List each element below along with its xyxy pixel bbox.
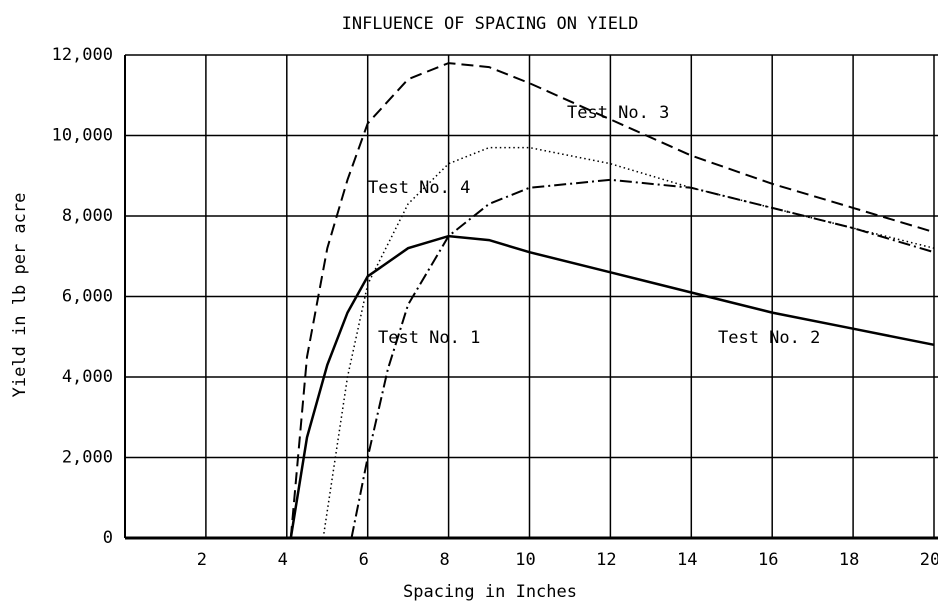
- y-tick-label: 6,000: [62, 287, 113, 307]
- x-tick-label: 18: [839, 550, 859, 570]
- line: [289, 62, 935, 539]
- x-tick-label: 14: [677, 550, 697, 570]
- x-tick-label: 4: [278, 550, 288, 570]
- y-tick-label: 4,000: [62, 367, 113, 387]
- x-tick-label: 16: [758, 550, 778, 570]
- series-label: Test No. 2: [718, 328, 820, 348]
- line: [350, 178, 935, 539]
- series-label: Test No. 1: [378, 328, 480, 348]
- y-axis-label: Yield in lb per acre: [10, 193, 30, 398]
- x-tick-label: 10: [515, 550, 535, 570]
- series-label: Test No. 4: [368, 178, 470, 198]
- chart-title: INFLUENCE OF SPACING ON YIELD: [342, 14, 639, 34]
- y-tick-label: 10,000: [52, 126, 113, 146]
- x-axis-label: Spacing in Inches: [403, 582, 577, 602]
- x-tick-label: 2: [197, 550, 207, 570]
- line: [289, 234, 935, 539]
- x-tick-label: 8: [439, 550, 449, 570]
- series-label: Test No. 3: [567, 103, 669, 123]
- x-tick-label: 12: [596, 550, 616, 570]
- y-tick-label: 2,000: [62, 448, 113, 468]
- y-tick-label: 12,000: [52, 45, 113, 65]
- line: [322, 146, 935, 539]
- y-tick-label: 8,000: [62, 206, 113, 226]
- y-tick-label: 0: [103, 528, 113, 548]
- x-tick-label: 20: [920, 550, 938, 570]
- x-tick-label: 6: [359, 550, 369, 570]
